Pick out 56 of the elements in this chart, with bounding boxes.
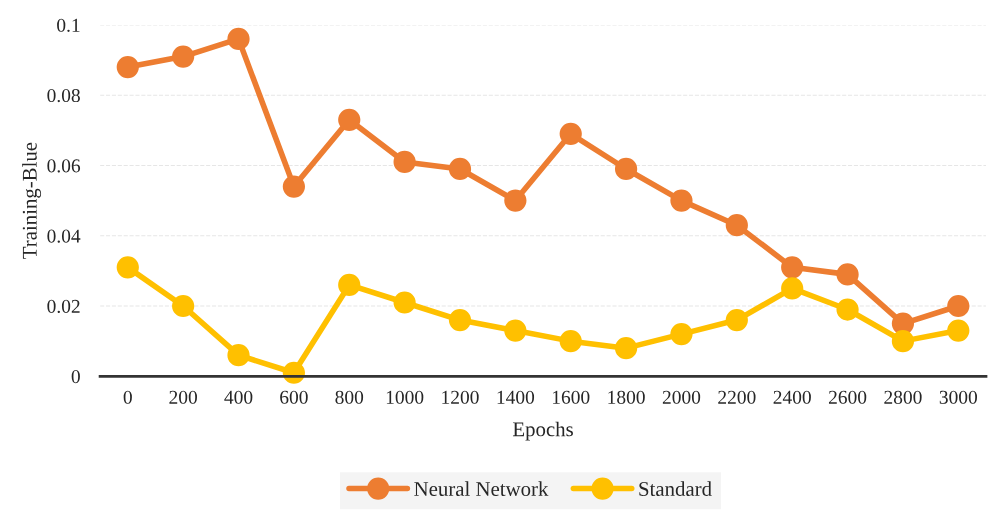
y-tick-label: 0.06 bbox=[47, 159, 81, 173]
point bbox=[781, 256, 804, 279]
x-tick-label: 1800 bbox=[608, 390, 645, 404]
point bbox=[116, 256, 139, 279]
y-tick-label: 0.1 bbox=[57, 18, 80, 32]
point bbox=[282, 175, 305, 198]
point bbox=[947, 319, 970, 342]
point bbox=[725, 308, 748, 332]
x-tick-label: 2400 bbox=[773, 390, 811, 404]
point bbox=[614, 337, 638, 360]
y-axis-title: Training-Blue bbox=[22, 142, 42, 259]
point bbox=[614, 157, 638, 181]
x-tick-label: 2000 bbox=[662, 390, 701, 404]
point bbox=[393, 291, 416, 314]
y-tick-label: 0 bbox=[71, 370, 80, 384]
point bbox=[227, 27, 250, 51]
x-tick-label: 1600 bbox=[552, 390, 590, 404]
point bbox=[338, 108, 361, 131]
x-tick-label: 200 bbox=[169, 390, 197, 404]
x-tick-label: 400 bbox=[224, 390, 253, 404]
point bbox=[891, 330, 915, 353]
x-tick-label: 1000 bbox=[386, 390, 424, 404]
point bbox=[393, 150, 416, 174]
point bbox=[227, 344, 250, 367]
x-tick-label: 800 bbox=[335, 390, 364, 404]
legend-label: Standard bbox=[639, 481, 712, 497]
point bbox=[725, 214, 748, 237]
x-axis-title: Epochs bbox=[512, 421, 573, 441]
point bbox=[504, 189, 527, 212]
x-tick-label: 1200 bbox=[442, 390, 479, 404]
point bbox=[947, 294, 970, 318]
x-tick-label: 2800 bbox=[884, 390, 922, 404]
point bbox=[172, 45, 195, 68]
point bbox=[448, 157, 472, 181]
point bbox=[670, 323, 693, 346]
point bbox=[116, 55, 139, 79]
point bbox=[338, 273, 361, 297]
point bbox=[836, 298, 859, 321]
x-tick-label: 600 bbox=[280, 390, 308, 404]
point bbox=[781, 277, 804, 300]
legend-label: Neural Network bbox=[414, 481, 549, 497]
x-tick-label: 2200 bbox=[718, 390, 756, 404]
x-tick-label: 0 bbox=[123, 390, 132, 404]
point bbox=[172, 294, 195, 318]
point bbox=[504, 319, 527, 342]
y-tick-label: 0.08 bbox=[47, 89, 80, 103]
point bbox=[670, 189, 693, 212]
point bbox=[448, 308, 472, 332]
y-tick-label: 0.02 bbox=[47, 299, 80, 314]
x-tick-label: 2600 bbox=[828, 390, 867, 404]
point bbox=[559, 330, 582, 353]
y-tick-label: 0.04 bbox=[47, 229, 81, 243]
x-tick-label: 1400 bbox=[497, 390, 535, 404]
point bbox=[559, 122, 582, 145]
point bbox=[836, 263, 859, 286]
x-tick-label: 3000 bbox=[939, 390, 977, 404]
